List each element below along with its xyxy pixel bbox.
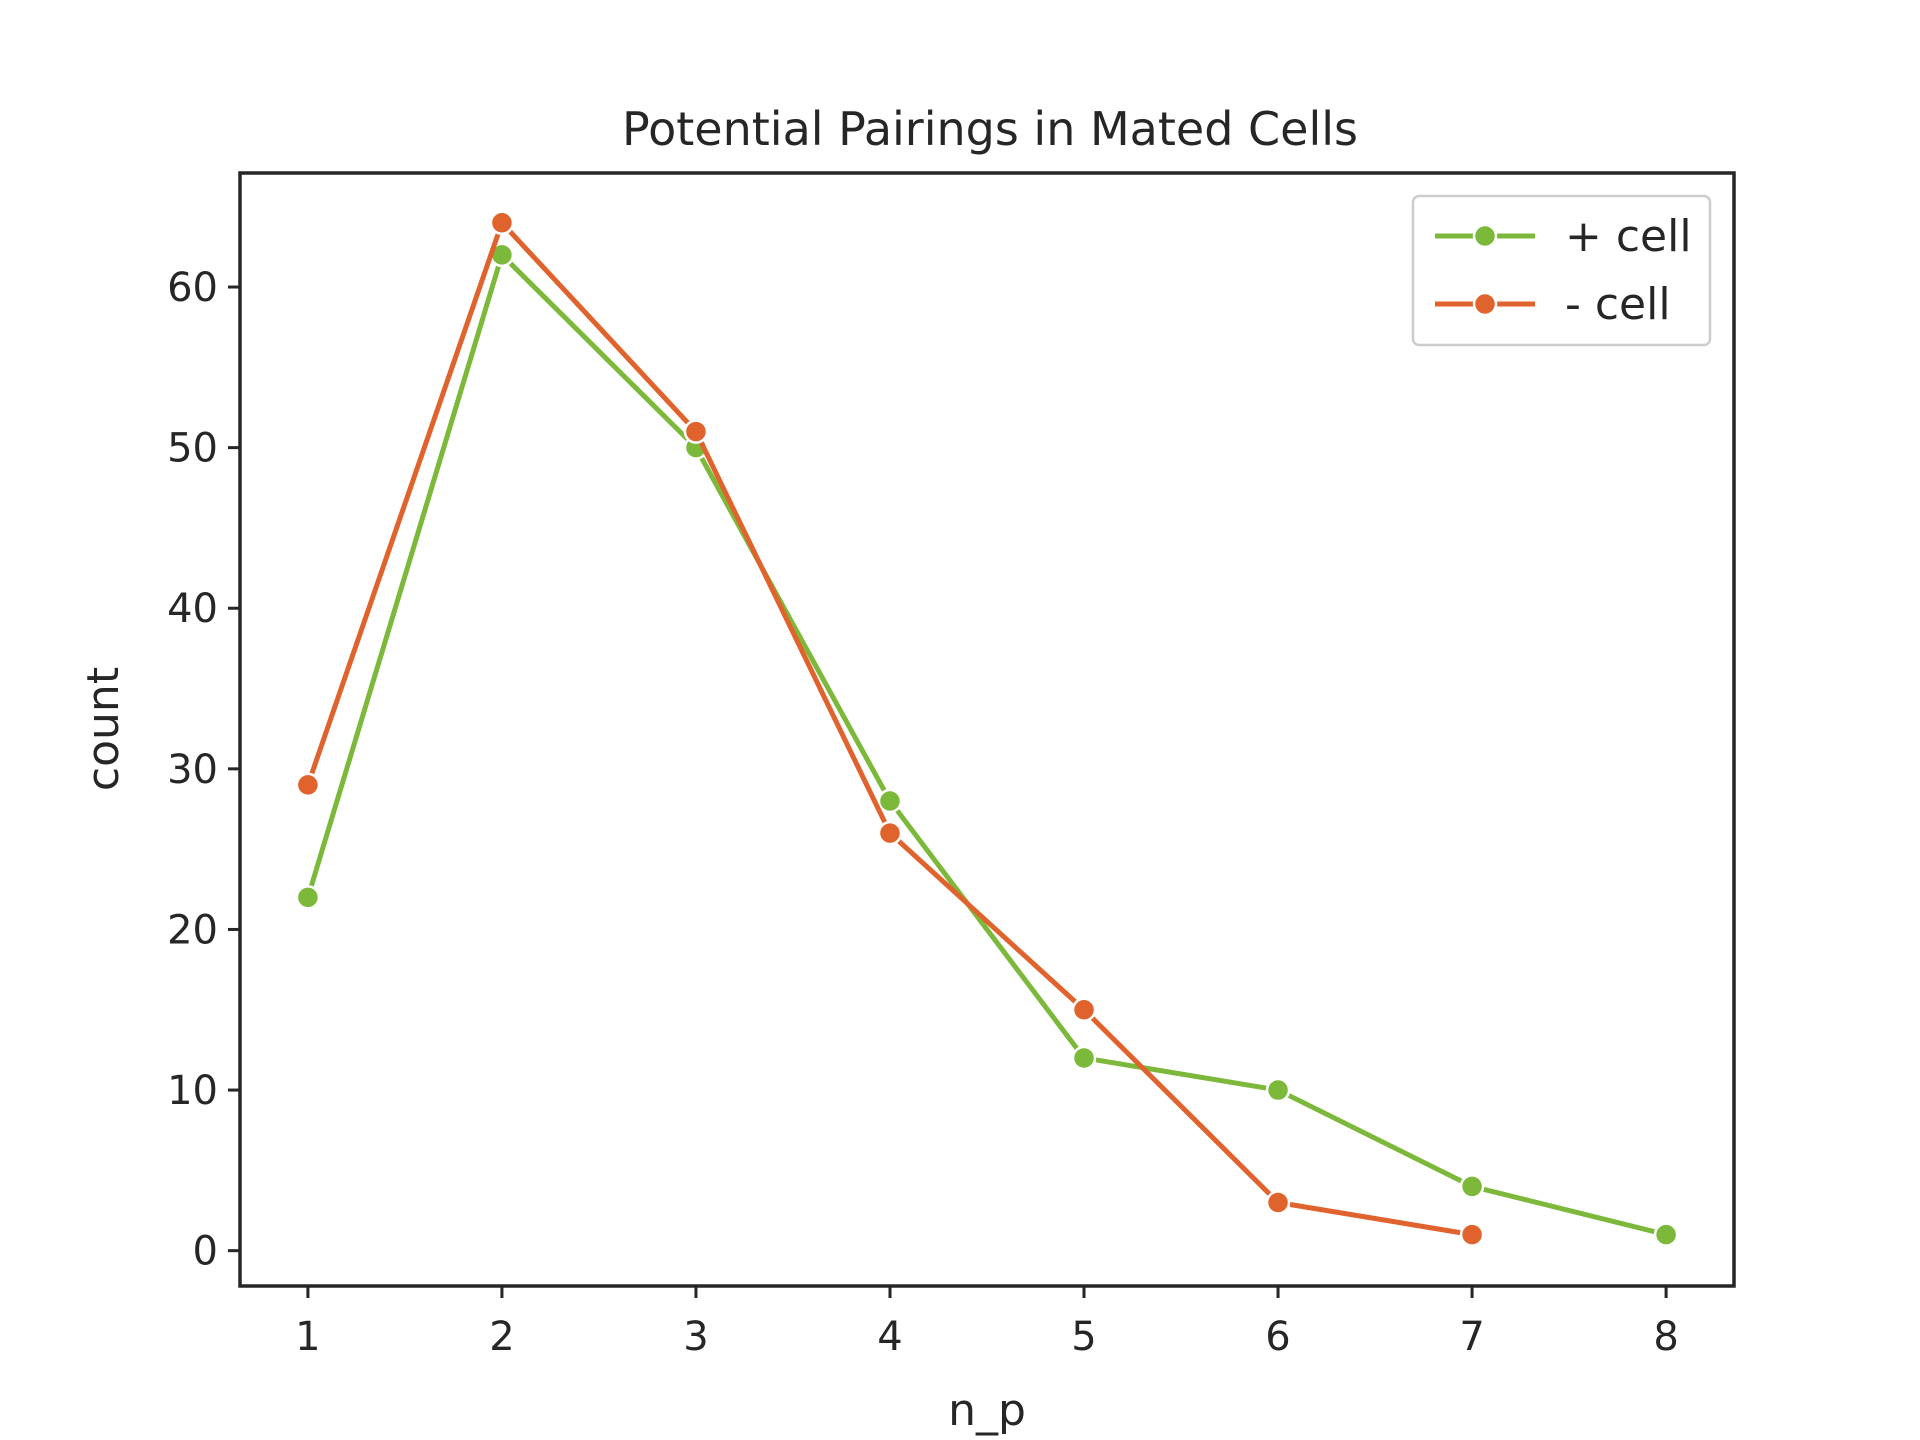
- data-point: [1265, 1190, 1291, 1215]
- data-point: [877, 820, 903, 846]
- data-point: [1265, 1077, 1291, 1103]
- series-line: [305, 252, 1669, 1238]
- data-point: [1459, 1174, 1485, 1199]
- chart-title: Potential Pairings in Mated Cells: [622, 102, 1358, 156]
- x-tick-label: 1: [295, 1314, 320, 1360]
- legend: + cell - cell: [1411, 194, 1712, 347]
- data-point: [295, 885, 321, 910]
- y-tick-label: 50: [167, 426, 218, 472]
- data-point: [295, 772, 321, 798]
- x-axis-label: n_p: [948, 1385, 1026, 1436]
- data-point: [877, 788, 903, 814]
- series-layer: [295, 210, 1679, 1247]
- plot-frame: [238, 171, 1736, 1288]
- data-point: [683, 419, 709, 444]
- data-point: [1459, 1222, 1485, 1247]
- legend-marker: [1472, 223, 1498, 249]
- x-tick-label: 5: [1071, 1314, 1096, 1360]
- data-point: [1071, 997, 1097, 1023]
- data-point: [489, 210, 515, 236]
- series-1: [295, 242, 1679, 1247]
- legend-label: - cell: [1565, 279, 1671, 330]
- y-tick-label: 30: [167, 747, 218, 793]
- series-line: [305, 220, 1475, 1238]
- x-axis: 1 2 3 4 5 6 7 8: [295, 1286, 1679, 1360]
- y-tick-label: 40: [167, 586, 218, 632]
- x-tick-label: 2: [489, 1314, 514, 1360]
- y-tick-label: 10: [167, 1068, 218, 1114]
- series-2: [295, 210, 1485, 1247]
- x-tick-label: 8: [1653, 1314, 1678, 1360]
- x-tick-label: 7: [1459, 1314, 1484, 1360]
- legend-label: + cell: [1565, 211, 1692, 262]
- y-tick-label: 0: [193, 1229, 218, 1275]
- data-point: [1071, 1045, 1097, 1071]
- y-tick-label: 20: [167, 907, 218, 953]
- legend-marker: [1472, 291, 1498, 317]
- y-axis: 0 10 20 30 40 50 60: [167, 265, 240, 1275]
- data-point: [1653, 1222, 1679, 1247]
- y-tick-label: 60: [167, 265, 218, 311]
- x-tick-label: 3: [683, 1314, 708, 1360]
- x-tick-label: 4: [877, 1314, 902, 1360]
- y-axis-label: count: [78, 667, 129, 791]
- x-tick-label: 6: [1265, 1314, 1290, 1360]
